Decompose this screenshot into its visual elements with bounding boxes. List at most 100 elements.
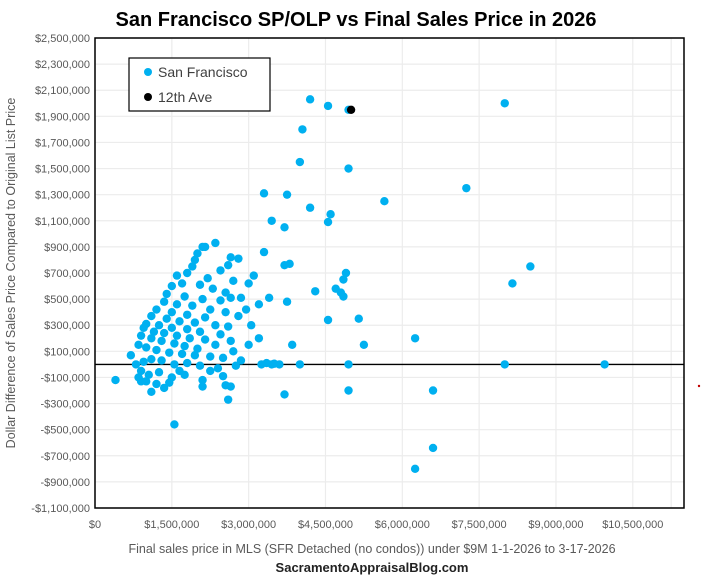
data-point-san-francisco — [162, 314, 171, 323]
data-point-san-francisco — [241, 305, 251, 314]
data-point-san-francisco — [154, 321, 164, 330]
data-point-san-francisco — [359, 340, 369, 350]
data-point-san-francisco — [254, 300, 264, 309]
legend-label-12th-ave: 12th Ave — [158, 89, 212, 105]
data-point-san-francisco — [198, 375, 207, 385]
data-point-san-francisco — [508, 279, 517, 288]
data-point-san-francisco — [259, 247, 269, 257]
data-point-san-francisco — [200, 335, 210, 344]
data-point-san-francisco — [223, 395, 233, 404]
data-point-san-francisco — [206, 305, 215, 314]
data-point-san-francisco — [147, 354, 156, 364]
data-point-san-francisco — [354, 314, 363, 323]
y-tick-label: $300,000 — [44, 320, 90, 332]
data-point-san-francisco — [249, 271, 258, 280]
data-point-san-francisco — [285, 259, 294, 269]
data-point-san-francisco — [180, 292, 189, 301]
stray-red-mark — [697, 384, 701, 388]
data-point-san-francisco — [157, 336, 166, 346]
data-point-san-francisco — [326, 210, 335, 219]
x-tick-label: $4,500,000 — [298, 519, 353, 531]
data-point-san-francisco — [236, 356, 246, 365]
data-point-san-francisco — [182, 268, 192, 278]
data-point-san-francisco — [226, 382, 235, 391]
y-axis-tick-labels: $2,500,000 $2,300,000 $2,100,000 $1,900,000… — [31, 33, 90, 515]
plot-area-border — [94, 37, 685, 509]
data-point-san-francisco — [180, 341, 189, 351]
data-point-san-francisco — [247, 321, 256, 330]
y-tick-label: $1,100,000 — [35, 216, 90, 228]
x-tick-label: $1,500,000 — [144, 519, 199, 531]
x-tick-label: $0 — [89, 519, 101, 531]
data-point-san-francisco — [182, 324, 192, 334]
data-point-san-francisco — [234, 254, 243, 263]
data-point-san-francisco — [195, 327, 205, 336]
data-point-san-francisco — [244, 279, 253, 288]
data-point-san-francisco — [136, 331, 146, 340]
data-point-san-francisco — [218, 371, 228, 381]
data-point-san-francisco — [339, 292, 348, 301]
data-point-san-francisco — [410, 334, 420, 343]
data-point-san-francisco — [229, 276, 238, 286]
data-point-san-francisco — [287, 340, 297, 350]
data-point-san-francisco — [170, 420, 179, 429]
data-point-san-francisco — [211, 340, 220, 350]
data-point-san-francisco — [193, 344, 202, 353]
data-point-san-francisco — [182, 310, 192, 319]
data-point-san-francisco — [223, 260, 233, 270]
data-point-san-francisco — [526, 262, 535, 271]
data-point-san-francisco — [172, 271, 182, 280]
y-tick-label: $700,000 — [44, 268, 90, 280]
data-point-san-francisco — [134, 340, 143, 350]
data-point-san-francisco — [380, 196, 389, 206]
y-tick-label: -$500,000 — [40, 425, 90, 437]
data-point-san-francisco — [157, 356, 166, 365]
data-point-san-francisco — [152, 305, 161, 314]
data-point-san-francisco — [170, 360, 179, 369]
data-point-san-francisco — [177, 279, 187, 288]
data-point-san-francisco — [280, 223, 289, 232]
y-tick-label: $1,900,000 — [35, 111, 90, 123]
data-point-san-francisco — [226, 336, 235, 346]
data-point-san-francisco — [200, 313, 210, 322]
y-tick-label: -$300,000 — [40, 399, 90, 411]
x-axis-label: Final sales price in MLS (SFR Detached (… — [128, 542, 615, 556]
chart-title: San Francisco SP/OLP vs Final Sales Pric… — [116, 9, 597, 31]
legend-label-san-francisco: San Francisco — [158, 64, 248, 80]
data-point-san-francisco — [341, 268, 351, 278]
data-point-san-francisco — [305, 95, 315, 104]
legend: San Francisco 12th Ave — [128, 57, 271, 112]
data-point-san-francisco — [216, 330, 225, 339]
x-axis-tick-labels: $0 $1,500,000 $3,000,000 $4,500,000 $6,000,0… — [89, 519, 663, 531]
data-point-san-francisco — [244, 340, 253, 350]
data-point-san-francisco — [208, 284, 217, 293]
data-point-san-francisco — [216, 266, 225, 275]
y-tick-label: $2,100,000 — [35, 85, 90, 97]
data-point-san-francisco — [262, 358, 271, 368]
data-point-san-francisco — [216, 296, 225, 305]
data-point-san-francisco — [190, 318, 200, 327]
data-point-san-francisco — [172, 300, 182, 309]
data-point-san-francisco — [323, 217, 333, 227]
data-point-san-francisco — [229, 347, 238, 356]
y-tick-label: -$1,100,000 — [31, 503, 90, 515]
data-point-san-francisco — [462, 183, 471, 193]
data-point-san-francisco — [165, 378, 174, 387]
data-point-san-francisco — [344, 164, 353, 173]
data-point-san-francisco — [282, 190, 292, 199]
y-tick-label: $1,300,000 — [35, 190, 90, 202]
data-point-san-francisco — [175, 317, 184, 326]
data-point-san-francisco — [218, 353, 228, 363]
data-point-san-francisco — [339, 275, 348, 284]
data-point-san-francisco — [213, 364, 223, 373]
data-point-san-francisco — [159, 328, 169, 338]
data-point-san-francisco — [167, 307, 177, 317]
data-point-san-francisco — [600, 360, 609, 369]
data-point-san-francisco — [167, 281, 177, 291]
data-point-san-francisco — [254, 334, 264, 343]
data-point-san-francisco — [170, 339, 179, 348]
y-tick-label: -$100,000 — [40, 372, 90, 384]
y-tick-label: -$900,000 — [40, 477, 90, 489]
y-tick-label: $2,300,000 — [35, 59, 90, 71]
data-point-san-francisco — [147, 334, 156, 343]
